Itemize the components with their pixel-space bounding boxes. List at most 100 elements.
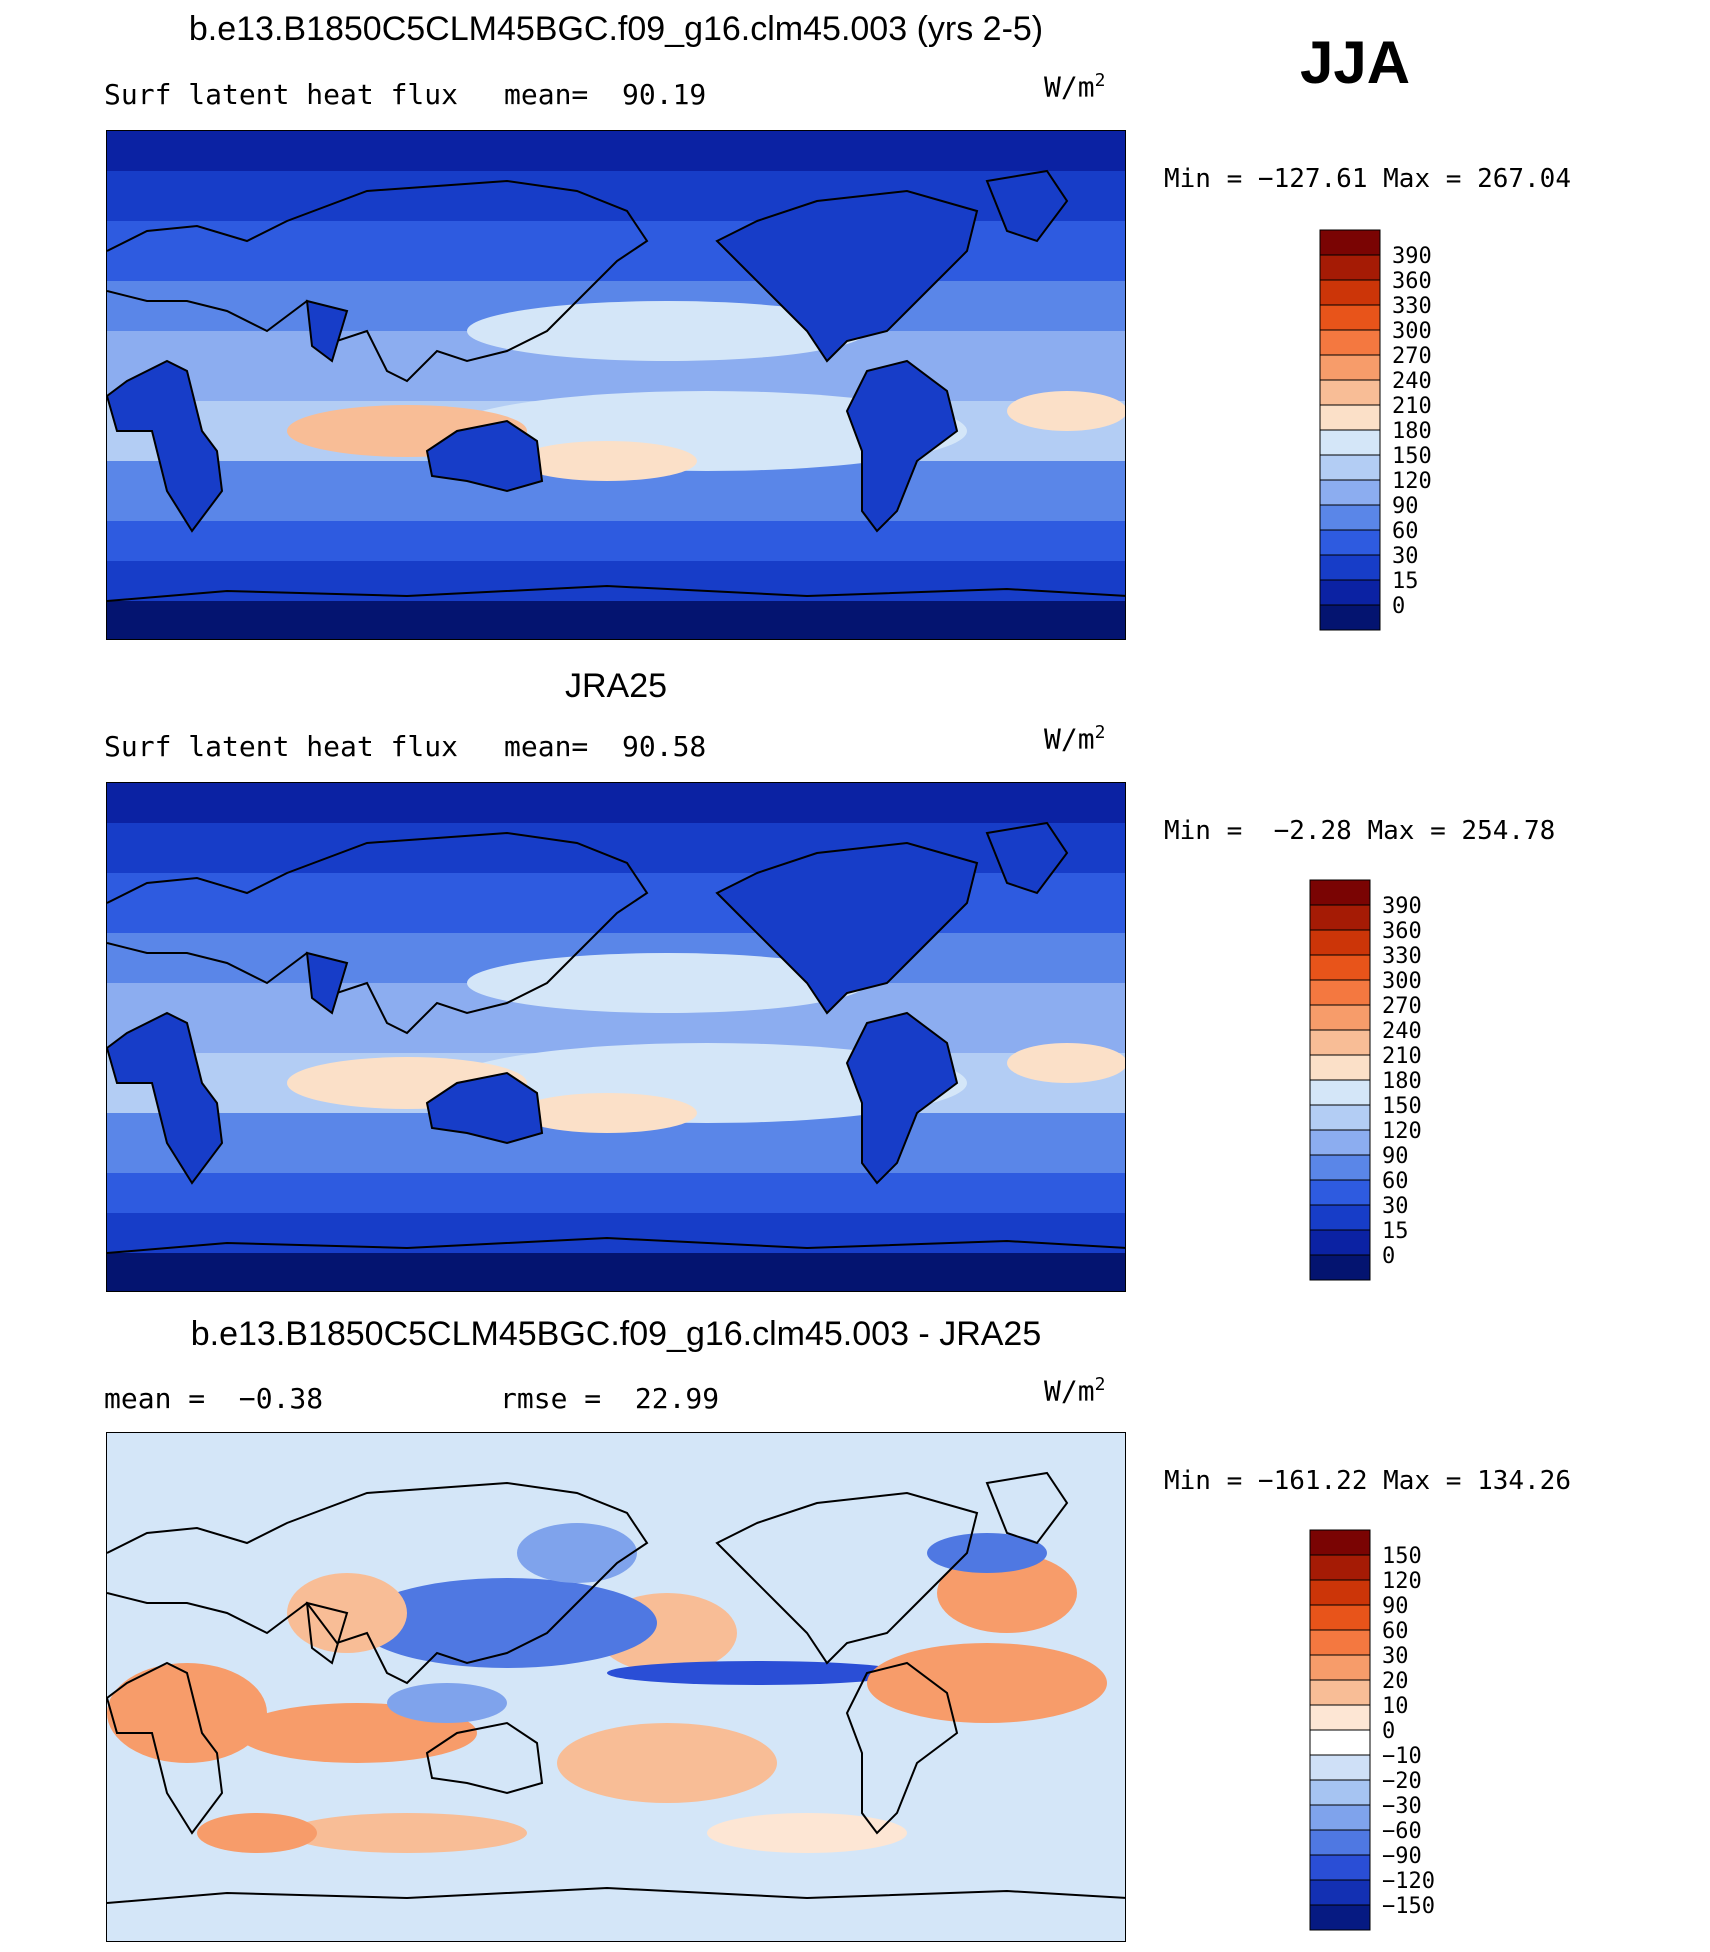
colorbar-swatch (1309, 1854, 1371, 1881)
map-blob (927, 1533, 1047, 1573)
colorbar-tick-label: 390 (1392, 244, 1432, 269)
colorbar-swatch (1309, 1054, 1371, 1081)
panel-3-units: W/m2 (1044, 1374, 1106, 1408)
colorbar-tick-label: 180 (1392, 419, 1432, 444)
colorbar-tick-label: 0 (1382, 1719, 1395, 1744)
map-blob (107, 1663, 267, 1763)
colorbar-tick-label: 210 (1382, 1044, 1422, 1069)
colorbar-swatch (1309, 1879, 1371, 1906)
colorbar-tick-label: 120 (1382, 1569, 1422, 1594)
colorbar-swatch (1309, 1704, 1371, 1731)
coastline (425, 419, 544, 493)
colorbar-swatch (1319, 479, 1381, 506)
colorbar-swatch (1319, 229, 1381, 256)
map-blob (467, 953, 867, 1013)
panel-1-colorbar: 390 360 330 300 270 240 210 180 150 120 90 60 30 15 0 (1319, 229, 1520, 640)
colorbar-swatch (1309, 979, 1371, 1006)
colorbar-swatch (1309, 1904, 1371, 1931)
colorbar-tick-label: −10 (1382, 1744, 1422, 1769)
colorbar-swatch (1309, 1104, 1371, 1131)
colorbar-tick-label: 330 (1392, 294, 1432, 319)
map-blob (517, 1093, 697, 1133)
coastline (985, 821, 1069, 895)
colorbar-tick-label: −120 (1382, 1869, 1435, 1894)
colorbar-tick-label: 270 (1382, 994, 1422, 1019)
map-band (107, 1253, 1125, 1291)
panel-1-units: W/m2 (1044, 70, 1106, 104)
colorbar-tick-label: 90 (1382, 1594, 1409, 1619)
map-band (107, 783, 1125, 823)
map-blob (287, 1813, 527, 1853)
colorbar-tick-label: 0 (1392, 594, 1405, 619)
colorbar-tick-label: −30 (1382, 1794, 1422, 1819)
coastline (107, 1481, 649, 1685)
colorbar-tick-label: 300 (1382, 969, 1422, 994)
panel-1-variable-label: Surf latent heat flux (104, 78, 459, 111)
colorbar-swatch (1309, 1604, 1371, 1631)
colorbar-tick-label: 120 (1382, 1119, 1422, 1144)
colorbar-tick-label: 150 (1392, 444, 1432, 469)
colorbar-swatch (1319, 529, 1381, 556)
colorbar-swatch (1309, 904, 1371, 931)
colorbar-tick-label: −150 (1382, 1894, 1435, 1919)
coastline (985, 1471, 1069, 1545)
colorbar-swatch (1319, 504, 1381, 531)
colorbar-swatch (1309, 1554, 1371, 1581)
colorbar-swatch (1309, 1654, 1371, 1681)
map-blob (557, 1723, 777, 1803)
colorbar-tick-label: 150 (1382, 1094, 1422, 1119)
colorbar-swatch (1309, 1529, 1371, 1556)
map-band (107, 601, 1125, 639)
colorbar-swatch (1309, 954, 1371, 981)
colorbar-swatch (1319, 329, 1381, 356)
map-band (107, 561, 1125, 601)
colorbar-swatch (1319, 429, 1381, 456)
colorbar-tick-label: 20 (1382, 1669, 1409, 1694)
colorbar-swatch (1309, 1779, 1371, 1806)
colorbar-swatch (1309, 1129, 1371, 1156)
colorbar-swatch (1319, 454, 1381, 481)
colorbar-tick-label: −20 (1382, 1769, 1422, 1794)
map-blob (357, 1578, 657, 1668)
panel-2-variable-label: Surf latent heat flux (104, 730, 459, 763)
coastline (107, 831, 649, 1035)
colorbar-swatch (1309, 1179, 1371, 1206)
colorbar-swatch (1309, 879, 1371, 906)
colorbar-swatch (1319, 554, 1381, 581)
colorbar-tick-label: 60 (1392, 519, 1419, 544)
season-label: JJA (1299, 29, 1411, 96)
colorbar-swatch (1319, 404, 1381, 431)
coastline (107, 1236, 1125, 1254)
colorbar-tick-label: 60 (1382, 1619, 1409, 1644)
colorbar-swatch (1309, 1729, 1371, 1756)
map-blob (607, 1661, 907, 1685)
panel-2-units: W/m2 (1044, 722, 1106, 756)
map-blob (707, 1813, 907, 1853)
panel-3-title: b.e13.B1850C5CLM45BGC.f09_g16.clm45.003 … (190, 1315, 1042, 1353)
colorbar-swatch (1319, 304, 1381, 331)
colorbar-tick-label: 90 (1382, 1144, 1409, 1169)
map-blob (1007, 1043, 1125, 1083)
colorbar-tick-label: 30 (1382, 1194, 1409, 1219)
colorbar-swatch (1309, 1029, 1371, 1056)
colorbar-tick-label: 300 (1392, 319, 1432, 344)
coastline (845, 1011, 959, 1185)
colorbar-swatch (1309, 1254, 1371, 1281)
colorbar-swatch (1319, 579, 1381, 606)
map-band (107, 1213, 1125, 1253)
colorbar-swatch (1319, 254, 1381, 281)
colorbar-swatch (1309, 1679, 1371, 1706)
colorbar-tick-label: 240 (1382, 1019, 1422, 1044)
colorbar-tick-label: 150 (1382, 1544, 1422, 1569)
colorbar-swatch (1309, 929, 1371, 956)
colorbar-swatch (1309, 1829, 1371, 1856)
colorbar-tick-label: 180 (1382, 1069, 1422, 1094)
coastline (425, 1071, 544, 1145)
map-blob (517, 1523, 637, 1583)
colorbar-tick-label: 210 (1392, 394, 1432, 419)
colorbar-tick-label: 120 (1392, 469, 1432, 494)
panel-2-mean-label: mean= 90.58 (504, 730, 707, 763)
map-blob (1007, 391, 1125, 431)
map-band (107, 131, 1125, 171)
colorbar-swatch (1319, 604, 1381, 631)
